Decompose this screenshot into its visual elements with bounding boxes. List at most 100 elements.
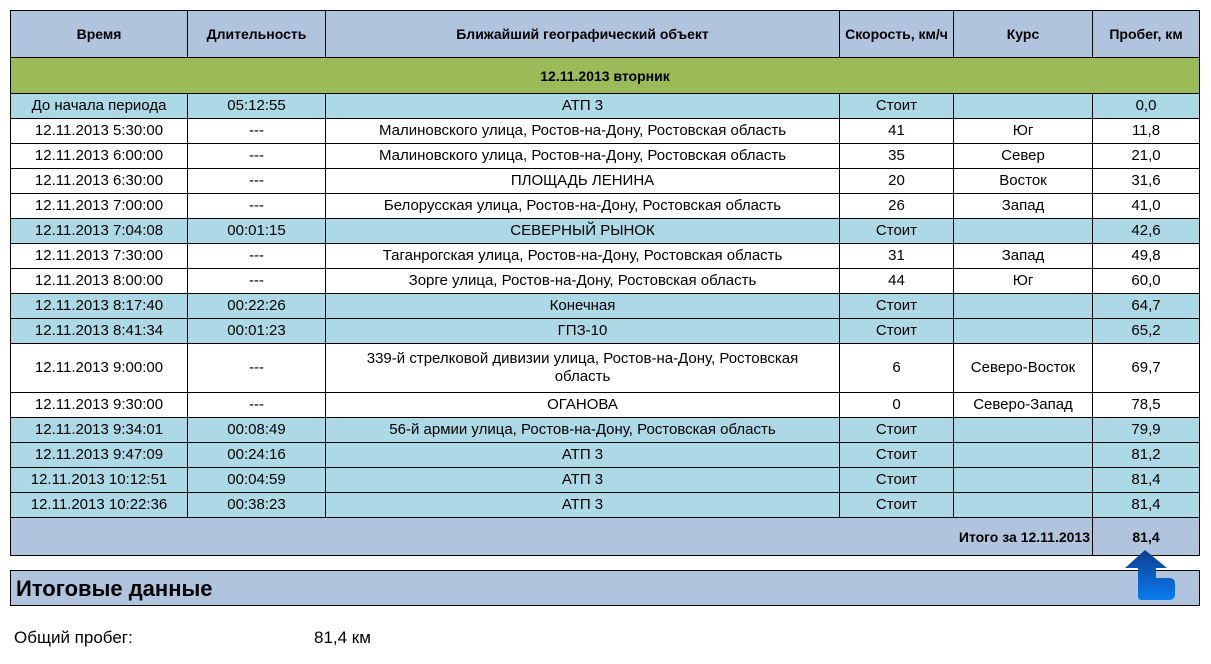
cell-time: 12.11.2013 7:30:00 — [10, 243, 188, 269]
cell-course — [953, 492, 1093, 518]
cell-time: 12.11.2013 10:22:36 — [10, 492, 188, 518]
table-row: 12.11.2013 9:47:09 00:24:16 АТП 3 Стоит 81,2 — [10, 442, 1200, 468]
table-row: До начала периода 05:12:55 АТП 3 Стоит 0,0 — [10, 93, 1200, 119]
cell-mileage: 41,0 — [1092, 193, 1200, 219]
cell-mileage: 42,6 — [1092, 218, 1200, 244]
table-row: 12.11.2013 7:04:08 00:01:15 СЕВЕРНЫЙ РЫНОК… — [10, 218, 1200, 244]
cell-time: 12.11.2013 6:00:00 — [10, 143, 188, 169]
cell-place: Малиновского улица, Ростов-на-Дону, Рост… — [325, 143, 840, 169]
cell-time: 12.11.2013 8:17:40 — [10, 293, 188, 319]
cell-course: Запад — [953, 243, 1093, 269]
cell-course: Северо-Восток — [953, 343, 1093, 393]
cell-duration: --- — [187, 343, 326, 393]
cell-duration: --- — [187, 193, 326, 219]
table-row: 12.11.2013 9:30:00 --- ОГАНОВА 0 Северо-Запа… — [10, 392, 1200, 418]
cell-mileage: 49,8 — [1092, 243, 1200, 269]
cell-course: Восток — [953, 168, 1093, 194]
col-place: Ближайший географический объект — [325, 10, 840, 58]
cell-duration: 00:22:26 — [187, 293, 326, 319]
cell-course: Запад — [953, 193, 1093, 219]
summary-header: Итоговые данные — [10, 570, 1200, 606]
cell-duration: --- — [187, 143, 326, 169]
total-mileage-label: Общий пробег: — [14, 628, 133, 647]
cell-time: 12.11.2013 10:12:51 — [10, 467, 188, 493]
cell-mileage: 81,4 — [1092, 467, 1200, 493]
table-row: 12.11.2013 9:00:00 --- 339-й стрелковой ди… — [10, 343, 1200, 393]
table-row: 12.11.2013 6:00:00 --- Малиновского улица,… — [10, 143, 1200, 169]
cell-duration: 05:12:55 — [187, 93, 326, 119]
cell-course — [953, 442, 1093, 468]
table-row: 12.11.2013 7:30:00 --- Таганрогская улица,… — [10, 243, 1200, 269]
arrow-up-icon[interactable] — [1125, 548, 1177, 606]
cell-course — [953, 218, 1093, 244]
cell-duration: 00:01:23 — [187, 318, 326, 344]
cell-speed: 41 — [839, 118, 954, 144]
total-label: Итого за 12.11.2013 — [10, 517, 1093, 556]
cell-duration: --- — [187, 268, 326, 294]
table-row: 12.11.2013 8:41:34 00:01:23 ГПЗ-10 Стоит 65,… — [10, 318, 1200, 344]
cell-speed: Стоит — [839, 467, 954, 493]
cell-speed: 31 — [839, 243, 954, 269]
cell-duration: --- — [187, 118, 326, 144]
table-row: 12.11.2013 5:30:00 --- Малиновского улица,… — [10, 118, 1200, 144]
cell-speed: 26 — [839, 193, 954, 219]
cell-speed: Стоит — [839, 417, 954, 443]
cell-speed: Стоит — [839, 318, 954, 344]
cell-speed: 20 — [839, 168, 954, 194]
table-row: 12.11.2013 9:34:01 00:08:49 56-й армии ули… — [10, 417, 1200, 443]
cell-duration: 00:24:16 — [187, 442, 326, 468]
cell-time: 12.11.2013 8:00:00 — [10, 268, 188, 294]
cell-place: ПЛОЩАДЬ ЛЕНИНА — [325, 168, 840, 194]
cell-speed: Стоит — [839, 492, 954, 518]
cell-speed: 0 — [839, 392, 954, 418]
cell-place: ГПЗ-10 — [325, 318, 840, 344]
cell-course: Юг — [953, 268, 1093, 294]
cell-place: АТП 3 — [325, 492, 840, 518]
cell-mileage: 79,9 — [1092, 417, 1200, 443]
trip-report-table: Время Длительность Ближайший географичес… — [10, 10, 1200, 556]
cell-duration: --- — [187, 392, 326, 418]
cell-course: Север — [953, 143, 1093, 169]
date-header: 12.11.2013 вторник — [10, 57, 1200, 94]
table-row: 12.11.2013 10:22:36 00:38:23 АТП 3 Стоит 81,… — [10, 492, 1200, 518]
cell-course — [953, 293, 1093, 319]
cell-place: Таганрогская улица, Ростов-на-Дону, Рост… — [325, 243, 840, 269]
cell-duration: 00:08:49 — [187, 417, 326, 443]
cell-duration: 00:01:15 — [187, 218, 326, 244]
cell-speed: 6 — [839, 343, 954, 393]
col-time: Время — [10, 10, 188, 58]
cell-speed: 44 — [839, 268, 954, 294]
col-duration: Длительность — [187, 10, 326, 58]
cell-duration: 00:04:59 — [187, 467, 326, 493]
cell-mileage: 78,5 — [1092, 392, 1200, 418]
cell-place: Белорусская улица, Ростов-на-Дону, Росто… — [325, 193, 840, 219]
cell-mileage: 81,4 — [1092, 492, 1200, 518]
header-row: Время Длительность Ближайший географичес… — [10, 10, 1200, 58]
cell-speed: 35 — [839, 143, 954, 169]
cell-place: Зорге улица, Ростов-на-Дону, Ростовская … — [325, 268, 840, 294]
cell-course — [953, 318, 1093, 344]
cell-place: Малиновского улица, Ростов-на-Дону, Рост… — [325, 118, 840, 144]
cell-duration: 00:38:23 — [187, 492, 326, 518]
col-course: Курс — [953, 10, 1093, 58]
total-value: 81,4 — [1092, 517, 1200, 556]
cell-mileage: 81,2 — [1092, 442, 1200, 468]
cell-place: АТП 3 — [325, 442, 840, 468]
table-row: 12.11.2013 7:00:00 --- Белорусская улица, … — [10, 193, 1200, 219]
cell-mileage: 69,7 — [1092, 343, 1200, 393]
cell-time: 12.11.2013 6:30:00 — [10, 168, 188, 194]
cell-mileage: 0,0 — [1092, 93, 1200, 119]
cell-time: 12.11.2013 9:00:00 — [10, 343, 188, 393]
cell-time: 12.11.2013 7:04:08 — [10, 218, 188, 244]
cell-place: 339-й стрелковой дивизии улица, Ростов-н… — [325, 343, 840, 393]
cell-speed: Стоит — [839, 93, 954, 119]
cell-duration: --- — [187, 243, 326, 269]
cell-time: 12.11.2013 9:34:01 — [10, 417, 188, 443]
cell-place: АТП 3 — [325, 467, 840, 493]
table-row: 12.11.2013 8:00:00 --- Зорге улица, Ростов… — [10, 268, 1200, 294]
cell-time: 12.11.2013 5:30:00 — [10, 118, 188, 144]
cell-time: 12.11.2013 8:41:34 — [10, 318, 188, 344]
cell-speed: Стоит — [839, 218, 954, 244]
cell-speed: Стоит — [839, 442, 954, 468]
cell-speed: Стоит — [839, 293, 954, 319]
